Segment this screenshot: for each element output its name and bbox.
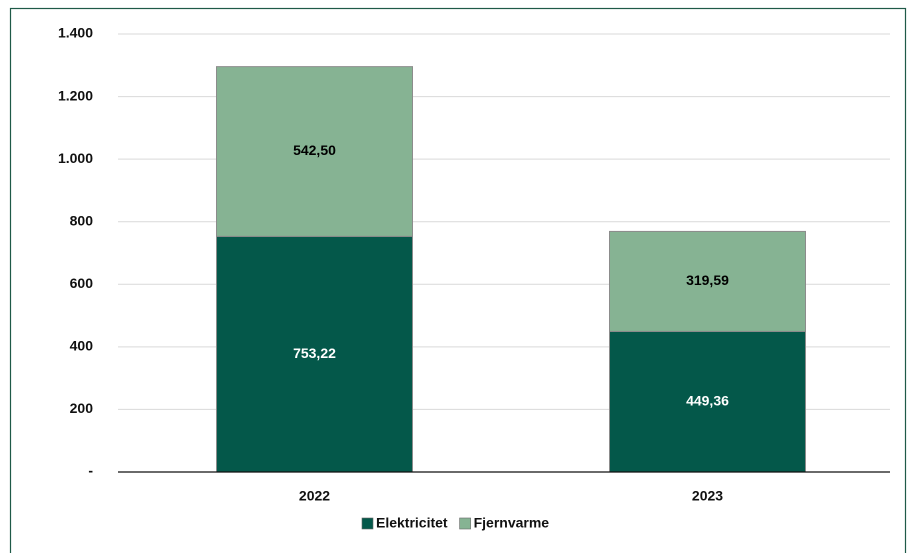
bar-segment	[216, 66, 413, 237]
x-tick-label: 2022	[299, 488, 330, 504]
x-tick-label: 2023	[692, 488, 723, 504]
data-label: 753,22	[293, 345, 336, 361]
legend-label: Elektricitet	[376, 515, 448, 531]
y-tick-label: 1.000	[58, 150, 93, 166]
y-tick-label: 600	[70, 275, 94, 291]
y-tick-label: 800	[70, 212, 94, 228]
legend-label: Fjernvarme	[474, 515, 550, 531]
legend-swatch	[459, 517, 471, 530]
y-tick-label: 1.200	[58, 87, 93, 103]
data-label: 542,50	[293, 142, 336, 158]
data-label: 449,36	[686, 392, 729, 408]
y-tick-label: -	[88, 463, 93, 479]
data-label: 319,59	[686, 272, 729, 288]
bar-segment	[216, 235, 413, 473]
y-tick-label: 200	[70, 400, 94, 416]
bar-segment	[609, 230, 806, 332]
y-tick-label: 400	[70, 338, 94, 354]
y-tick-label: 1.400	[58, 25, 93, 41]
legend-swatch	[361, 517, 374, 530]
frame	[9, 7, 907, 553]
